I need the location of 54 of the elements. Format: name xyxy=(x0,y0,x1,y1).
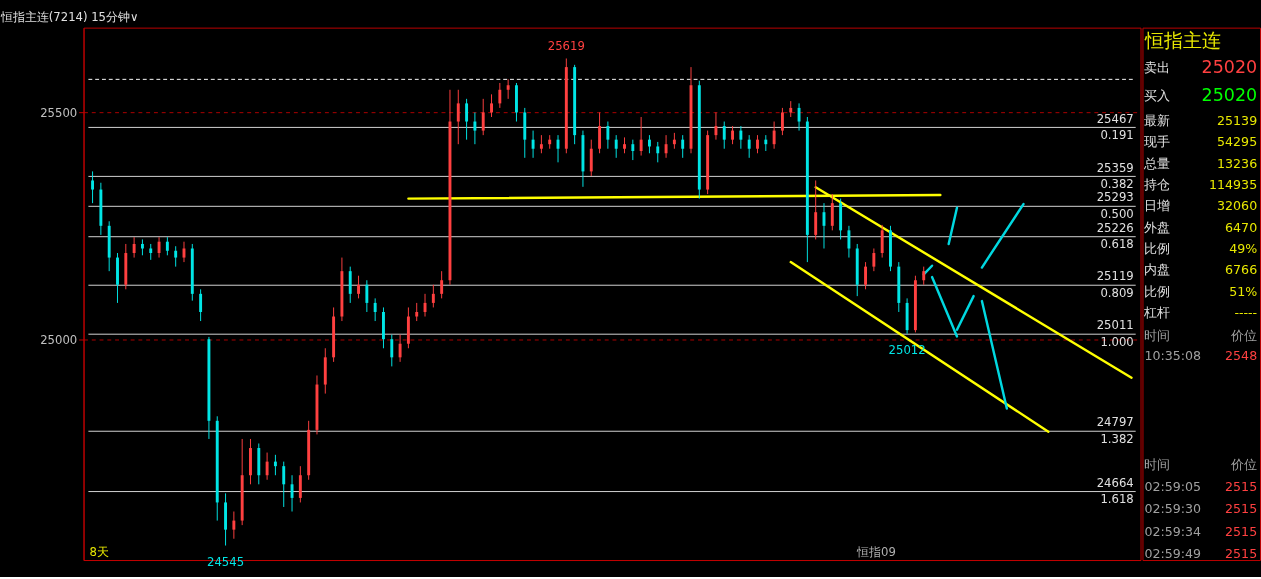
text: 2515 xyxy=(1225,523,1258,539)
y-tick-label: 25000 xyxy=(40,332,78,347)
chart-title: 恒指主连(7214) 15分钟∨ xyxy=(0,9,139,24)
text: 2515 xyxy=(1225,501,1258,517)
annotation: 25012 xyxy=(888,343,926,358)
ref-line-label: 25226 0.618 xyxy=(1096,220,1134,252)
text: 总量 xyxy=(1143,155,1171,171)
text: 25020 xyxy=(1201,57,1258,78)
text: 内盘 xyxy=(1144,262,1171,278)
text: 外盘 xyxy=(1144,219,1171,235)
text: 02:59:30 xyxy=(1144,501,1202,517)
text: 卖出 xyxy=(1144,60,1171,76)
text: 持仓 xyxy=(1144,176,1171,192)
text: 时间 xyxy=(1144,456,1171,472)
text: 114935 xyxy=(1209,176,1258,192)
text: 价位 xyxy=(1230,456,1258,472)
text: 买入 xyxy=(1144,87,1171,103)
text: 02:59:34 xyxy=(1144,523,1202,539)
annotation: 恒指09 xyxy=(856,545,896,560)
text: 02:59:49 xyxy=(1144,546,1202,562)
text: 价位 xyxy=(1230,328,1258,344)
text: 51% xyxy=(1229,283,1258,299)
text: 10:35:08 xyxy=(1144,347,1202,363)
ref-line-label: 24797 1.382 xyxy=(1096,415,1134,446)
text: ----- xyxy=(1234,305,1258,321)
text: 13236 xyxy=(1217,155,1258,171)
text: 6766 xyxy=(1225,262,1258,278)
ref-line-label: 25119 0.809 xyxy=(1096,269,1134,300)
ref-line-label: 25359 0.382 xyxy=(1096,160,1134,192)
text: 时间 xyxy=(1144,328,1171,344)
text: 杠杆 xyxy=(1143,305,1171,321)
text: 02:59:05 xyxy=(1144,479,1202,495)
text: 比例 xyxy=(1144,283,1171,299)
text: 32060 xyxy=(1217,198,1258,214)
text: 49% xyxy=(1229,241,1258,257)
y-tick-label: 25500 xyxy=(40,105,78,120)
text: 日增 xyxy=(1144,198,1171,214)
text: 25139 xyxy=(1217,112,1258,128)
ref-line-label: 24664 1.618 xyxy=(1096,475,1134,507)
text: 恒指主连 xyxy=(1144,29,1222,53)
text: 54295 xyxy=(1217,134,1258,150)
ref-line-label: 25293 0.500 xyxy=(1096,190,1134,221)
annotation: 8天 xyxy=(89,545,109,560)
text: 最新 xyxy=(1144,112,1171,128)
ref-line-label: 25011 1.000 xyxy=(1096,318,1134,349)
text: 25020 xyxy=(1201,84,1258,105)
text: 2548 xyxy=(1225,347,1258,363)
text: 6470 xyxy=(1225,219,1258,235)
text: 2515 xyxy=(1225,479,1258,495)
text: 现手 xyxy=(1144,134,1171,150)
text: 比例 xyxy=(1144,241,1171,257)
annotation: 25619 xyxy=(547,38,585,53)
text: 2515 xyxy=(1225,546,1258,562)
ref-line-label: 25467 0.191 xyxy=(1096,111,1134,143)
